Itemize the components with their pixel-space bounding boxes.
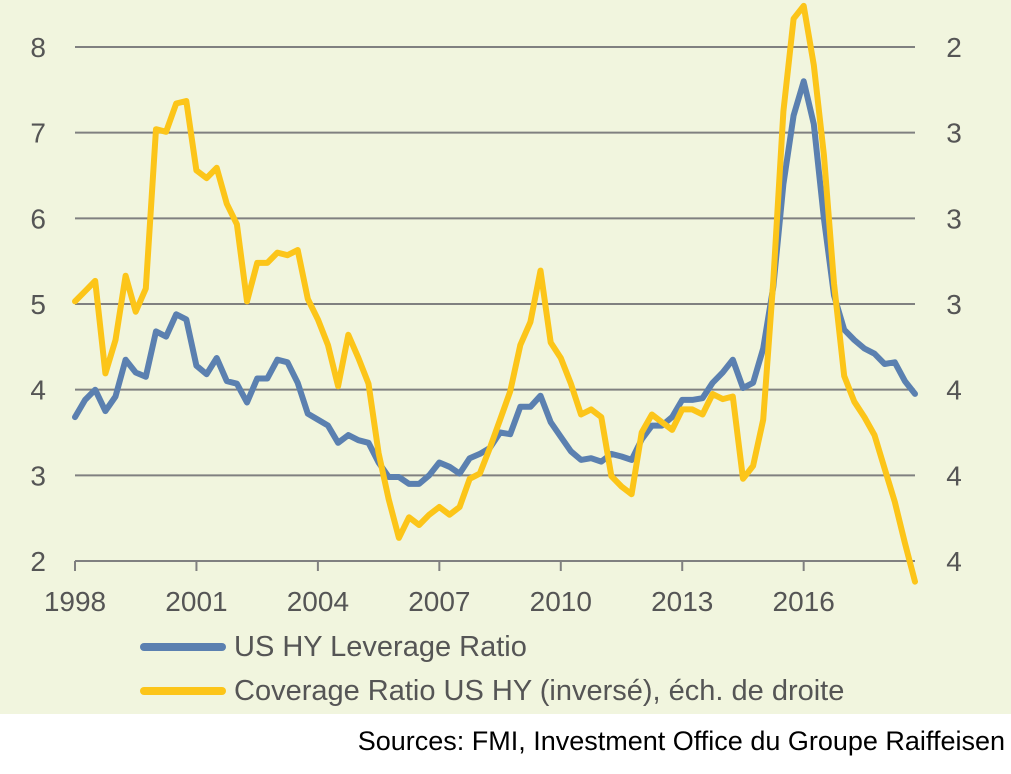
chart-panel: 1998 2001 2004 2007 2010 2013 2016 8 7 6 5 4 3 2 2 3 3…: [0, 0, 1011, 714]
x-tick-label: 2007: [408, 586, 470, 617]
legend-label-coverage: Coverage Ratio US HY (inversé), éch. de …: [234, 674, 845, 707]
legend: US HY Leverage Ratio Coverage Ratio US H…: [140, 625, 844, 713]
y-axis-right: 2 3 3 3 4 4 4: [946, 32, 962, 577]
y-left-tick-label: 8: [30, 32, 46, 63]
y-left-tick-label: 7: [30, 118, 46, 149]
y-right-tick-label: 3: [946, 118, 962, 149]
y-axis-left: 8 7 6 5 4 3 2: [30, 32, 46, 577]
y-left-tick-label: 4: [30, 375, 46, 406]
y-left-tick-label: 3: [30, 460, 46, 491]
x-tick-label: 1998: [44, 586, 106, 617]
y-left-tick-label: 6: [30, 203, 46, 234]
line-chart: 1998 2001 2004 2007 2010 2013 2016 8 7 6 5 4 3 2 2 3 3…: [30, 2, 962, 617]
x-tick-label: 2001: [165, 586, 227, 617]
x-tick-label: 2010: [530, 586, 592, 617]
series-line-coverage: [72, 2, 918, 585]
legend-item-coverage: Coverage Ratio US HY (inversé), éch. de …: [140, 669, 844, 713]
y-right-tick-label: 3: [946, 289, 962, 320]
grid-lines: [75, 46, 915, 562]
series-layer: [72, 2, 918, 585]
x-tick-label: 2016: [773, 586, 835, 617]
y-right-tick-label: 3: [946, 203, 962, 234]
legend-item-leverage: US HY Leverage Ratio: [140, 625, 844, 669]
y-right-tick-label: 4: [946, 546, 962, 577]
y-left-tick-label: 2: [30, 546, 46, 577]
y-right-tick-label: 2: [946, 32, 962, 63]
legend-swatch-coverage: [140, 687, 226, 695]
legend-label-leverage: US HY Leverage Ratio: [234, 630, 527, 663]
x-axis: 1998 2001 2004 2007 2010 2013 2016: [44, 560, 915, 617]
series-line-leverage: [72, 78, 918, 487]
x-tick-label: 2013: [651, 586, 713, 617]
x-tick-label: 2004: [287, 586, 349, 617]
source-note: Sources: FMI, Investment Office du Group…: [357, 726, 1005, 756]
legend-swatch-leverage: [140, 643, 226, 651]
y-right-tick-label: 4: [946, 460, 962, 491]
y-right-tick-label: 4: [946, 375, 962, 406]
y-left-tick-label: 5: [30, 289, 46, 320]
